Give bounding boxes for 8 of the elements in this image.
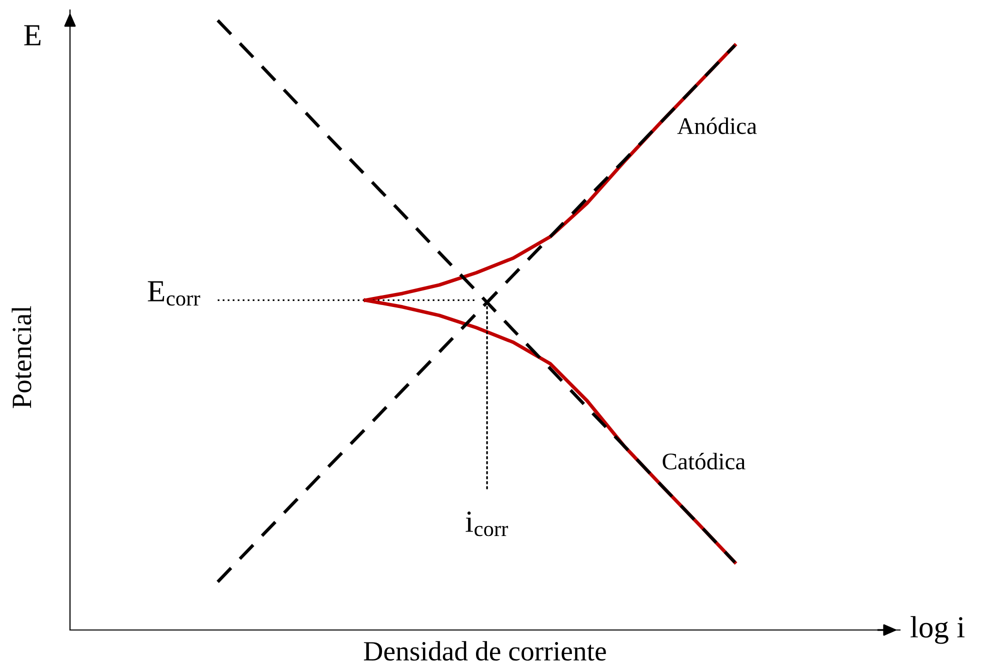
text: E [24,25,40,46]
annotation: E$_{corr}$ [148,281,200,306]
series-label: Anódica [677,117,757,134]
series-label: Catódica [662,452,746,470]
annotation: i$_{corr}$ [466,512,508,536]
x-axis-title: Densidad de corriente [364,641,606,661]
text: Potencial [12,306,32,408]
text: log i [910,616,965,644]
